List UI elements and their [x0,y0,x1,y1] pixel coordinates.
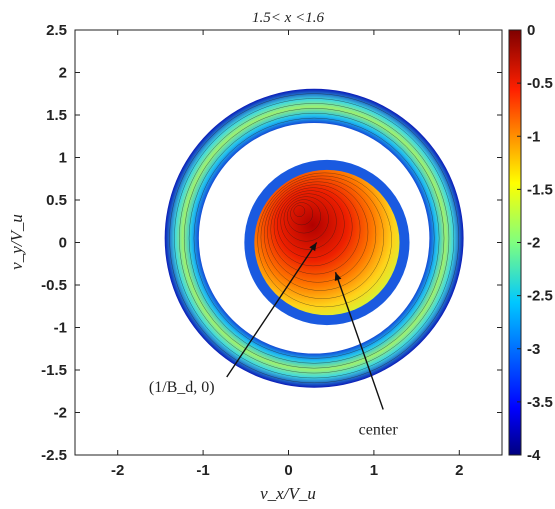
disk-contour [283,196,329,242]
disk-contour [260,175,385,299]
y-tick-label: 1.5 [46,107,67,124]
disk-contour [270,184,361,275]
disk-contour [290,202,314,226]
annotation-label: (1/B_d, 0) [149,379,215,396]
x-axis-ticks: -2 -1 0 1 2 [111,30,463,479]
colorbar-tick-label: -1.5 [527,181,553,198]
colorbar-ticks: 0 -0.5 -1 -1.5 -2 -2.5 -3 -3.5 -4 [517,22,553,464]
x-axis-label: v_x/V_u [260,484,316,503]
annotation-arrowhead [309,242,317,252]
colorbar-tick-label: -2.5 [527,288,553,305]
x-tick-label: 0 [284,462,292,479]
disk-contour [273,187,353,267]
disk-contour [267,181,369,283]
chart-title: 1.5< x <1.6 [252,10,324,26]
x-tick-label: -1 [196,462,209,479]
disk-contour [293,205,306,217]
y-tick-label: -2.5 [41,447,67,464]
ring-contour [183,108,445,369]
y-tick-label: 2.5 [46,22,67,39]
x-tick-label: 1 [370,462,378,479]
annotation-arrow [334,272,384,410]
y-tick-label: 0 [59,235,67,252]
y-tick-label: 1 [59,150,67,167]
colorbar-tick-label: -2 [527,235,540,252]
y-tick-label: -0.5 [41,277,67,294]
colorbar-tick-label: -3.5 [527,394,553,411]
colorbar-tick-label: -3 [527,341,540,358]
disk-contour [280,193,337,250]
colorbar-tick-label: -1 [527,128,540,145]
disk-contour [257,172,392,308]
annotation-arrowhead [334,272,342,281]
colorbar-tick-label: -4 [527,447,541,464]
annotations: (1/B_d, 0) center [149,242,399,439]
plot-area [164,88,464,388]
y-axis-ticks: 2.5 2 1.5 1 0.5 0 -0.5 -1 -1.5 -2 -2.5 [41,22,502,464]
ring-contour [193,117,435,359]
y-tick-label: -2 [54,405,67,422]
disk-contour [277,190,345,258]
annotation-label: center [359,422,399,439]
x-tick-label: 2 [455,462,463,479]
x-tick-label: -2 [111,462,124,479]
ring-contour [179,103,450,374]
colorbar-tick-label: -0.5 [527,75,553,92]
y-axis-label: v_y/V_u [7,214,26,270]
disk-contour [286,199,321,234]
y-tick-label: -1 [54,320,67,337]
y-tick-label: -1.5 [41,362,67,379]
annotation-arrow [226,242,318,378]
ring-contour [174,98,455,379]
disk-contour [263,178,377,291]
y-tick-label: 0.5 [46,192,67,209]
colorbar-tick-label: 0 [527,22,535,39]
y-tick-label: 2 [59,65,67,82]
ring-contour [188,112,440,364]
ring-contour [169,93,459,384]
